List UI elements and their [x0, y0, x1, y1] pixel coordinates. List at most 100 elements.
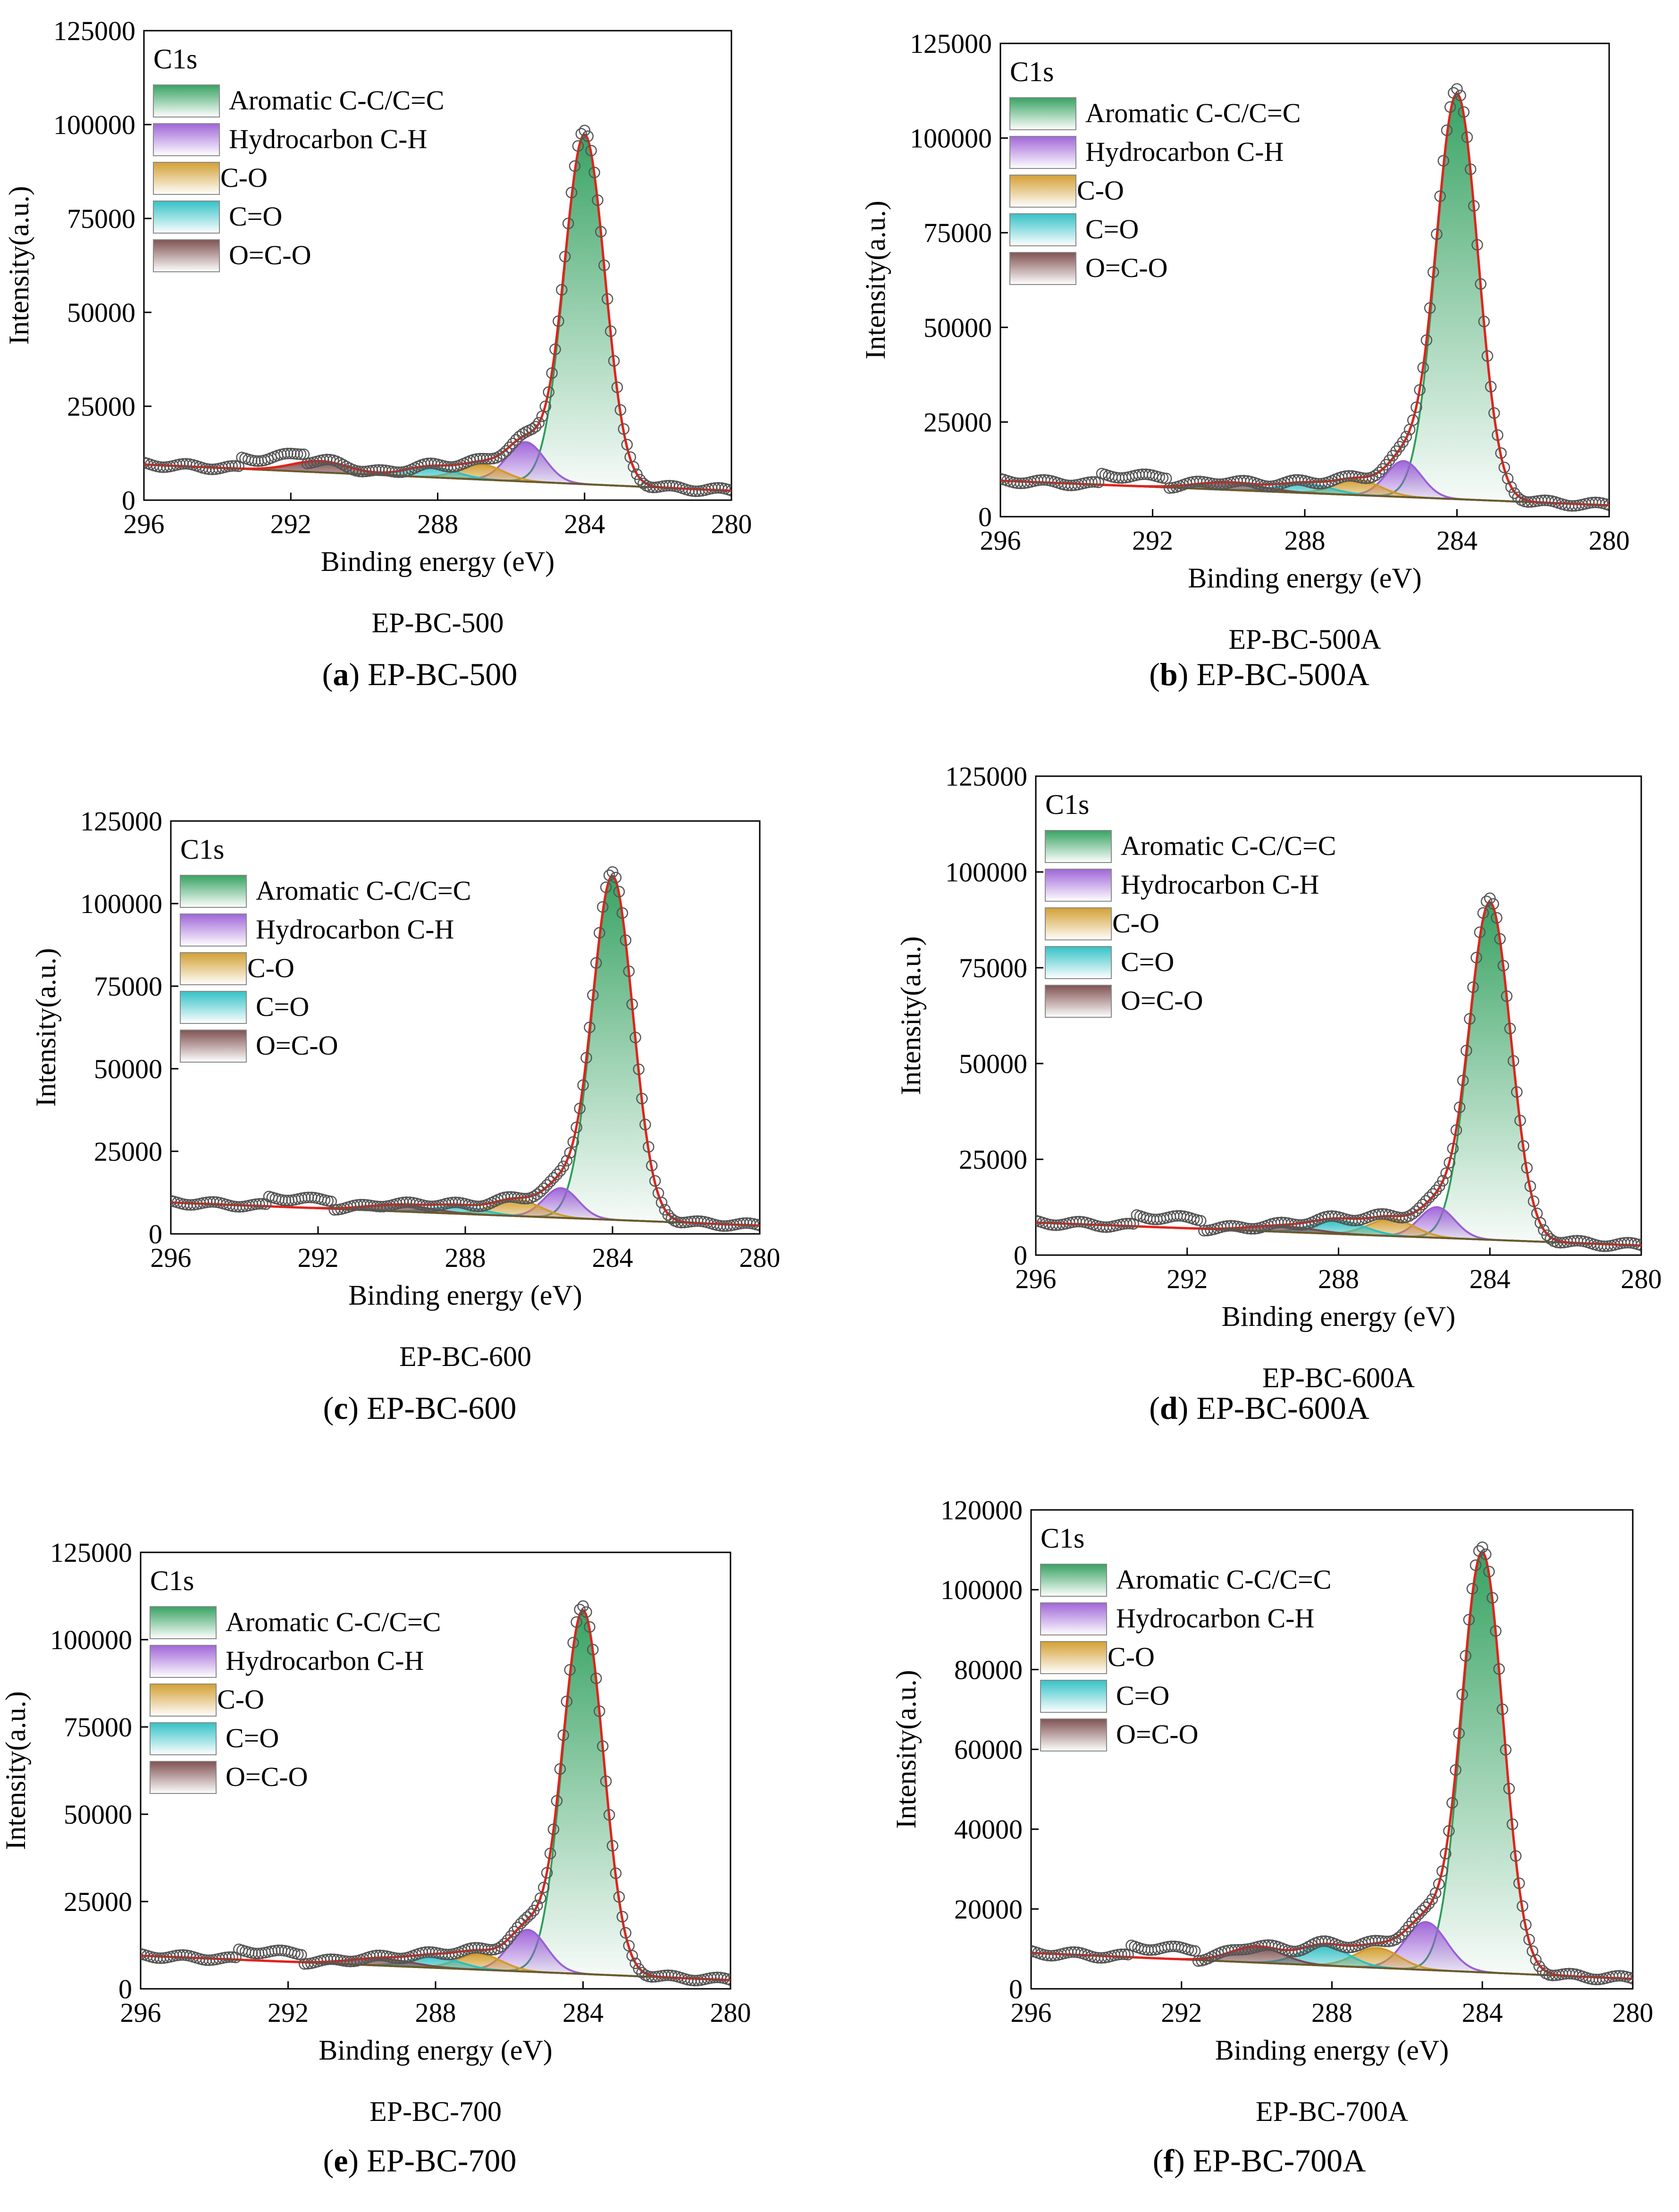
data-point [504, 441, 515, 453]
legend-swatch-c-eq-o [1045, 946, 1112, 979]
data-point [513, 431, 525, 443]
data-point [631, 468, 643, 480]
x-axis-label: Binding energy (eV) [1222, 1301, 1455, 1332]
data-point [1440, 1167, 1452, 1179]
component-fill-aromatic [171, 876, 760, 1226]
data-point [1495, 447, 1507, 459]
data-point [1475, 278, 1486, 290]
data-point [1527, 1945, 1538, 1957]
y-tick-label: 50000 [94, 1054, 162, 1084]
data-point [584, 1621, 596, 1633]
x-tick-label: 280 [711, 509, 752, 539]
y-axis-label: Intensity(a.u.) [0, 1691, 31, 1850]
data-point [1484, 892, 1496, 905]
y-tick-label: 25000 [94, 1136, 162, 1167]
legend-swatch-aromatic [1040, 1564, 1107, 1597]
data-point [1461, 131, 1473, 143]
chart-panel-ep-bc-700: 296 292 288 284 280 0 25000 50000 75000 100000 125… [0, 1537, 751, 2127]
panel-caption-f: (f) EP-BC-700A [1152, 2143, 1366, 2178]
data-point [1521, 1162, 1533, 1174]
data-point [598, 260, 610, 271]
envelope-line [171, 874, 760, 1227]
data-point [1497, 960, 1510, 972]
x-axis-label: Binding energy (eV) [1188, 562, 1421, 594]
data-point [1523, 1934, 1535, 1945]
data-point [536, 411, 548, 422]
data-point [565, 186, 578, 199]
data-point [1448, 87, 1460, 99]
legend-label-co: C-O [1077, 175, 1124, 206]
data-point [614, 404, 627, 416]
data-point [630, 1031, 641, 1044]
y-tick-label: 120000 [940, 1495, 1023, 1525]
data-point [567, 1637, 579, 1649]
data-point [1486, 1592, 1498, 1604]
y-tick-label: 125000 [910, 28, 992, 59]
data-point [1460, 1650, 1472, 1662]
data-point [525, 1908, 537, 1920]
x-axis-label: Binding energy (eV) [321, 546, 554, 577]
data-point [1198, 1224, 1210, 1237]
data-point [659, 1204, 671, 1216]
spectrum-label: C1s [150, 1565, 194, 1596]
legend: Aromatic C-C/C=C Hydrocarbon C-H C-O C=O O=C… [150, 1606, 441, 1794]
data-point [1540, 1968, 1552, 1979]
data-point [1463, 1614, 1475, 1626]
data-point [1393, 1931, 1405, 1944]
data-point [649, 1175, 661, 1187]
spectrum-label: C1s [153, 43, 197, 75]
x-tick-label: 288 [445, 1242, 486, 1273]
y-tick-label: 50000 [67, 297, 135, 328]
legend-label-c-eq-o: C=O [1116, 1680, 1169, 1711]
data-point [1469, 1559, 1482, 1571]
data-point [1400, 1925, 1411, 1937]
component-fill-aromatic [141, 1610, 730, 1980]
y-tick-label: 100000 [940, 1575, 1023, 1605]
legend-swatch-co [1045, 907, 1112, 940]
legend-swatch-co [1040, 1641, 1107, 1674]
legend-swatch-co [1009, 175, 1076, 208]
data-point [1502, 473, 1514, 485]
y-tick-label: 0 [1009, 1974, 1023, 2004]
y-axis-label: Intensity(a.u.) [3, 186, 34, 345]
data-point [577, 1600, 589, 1612]
data-point [640, 480, 653, 492]
legend-swatch-hydrocarbon [153, 123, 220, 156]
data-point [1500, 1744, 1512, 1756]
data-point [1504, 1022, 1516, 1035]
data-point [1468, 200, 1480, 212]
chart-panel-ep-bc-500: 296 292 288 284 280 0 25000 50000 75000 100000 125… [3, 16, 752, 638]
data-point [603, 1809, 615, 1821]
sample-title: EP-BC-600 [399, 1341, 531, 1372]
data-point [1538, 1224, 1550, 1236]
spectrum-label: C1s [180, 834, 224, 865]
data-point [580, 1052, 592, 1064]
data-point [596, 1740, 609, 1752]
data-point [1454, 90, 1466, 101]
legend-label-aromatic: Aromatic C-C/C=C [1121, 830, 1336, 861]
data-point [545, 1175, 556, 1187]
legend-swatch-occo [1040, 1718, 1107, 1751]
legend-label-hydrocarbon: Hydrocarbon C-H [256, 914, 454, 945]
data-point [595, 226, 607, 238]
data-point [1457, 1074, 1469, 1087]
data-point [1494, 933, 1506, 945]
x-tick-label: 284 [1469, 1264, 1511, 1294]
data-point [1431, 228, 1443, 240]
data-point [1437, 155, 1450, 167]
data-point [580, 1606, 592, 1618]
data-point [1434, 1180, 1445, 1192]
data-point [1548, 1235, 1560, 1247]
data-point [531, 1188, 543, 1200]
data-point [638, 478, 649, 489]
legend-label-aromatic: Aromatic C-C/C=C [226, 1607, 441, 1637]
legend-swatch-c-eq-o [150, 1722, 217, 1755]
data-point [636, 1092, 648, 1105]
data-point [1424, 302, 1436, 314]
x-tick-label: 296 [124, 509, 165, 539]
data-point [620, 1927, 632, 1939]
y-axis-label: Intensity(a.u.) [30, 948, 61, 1107]
data-point [1533, 1960, 1545, 1972]
data-point [1450, 1124, 1462, 1136]
